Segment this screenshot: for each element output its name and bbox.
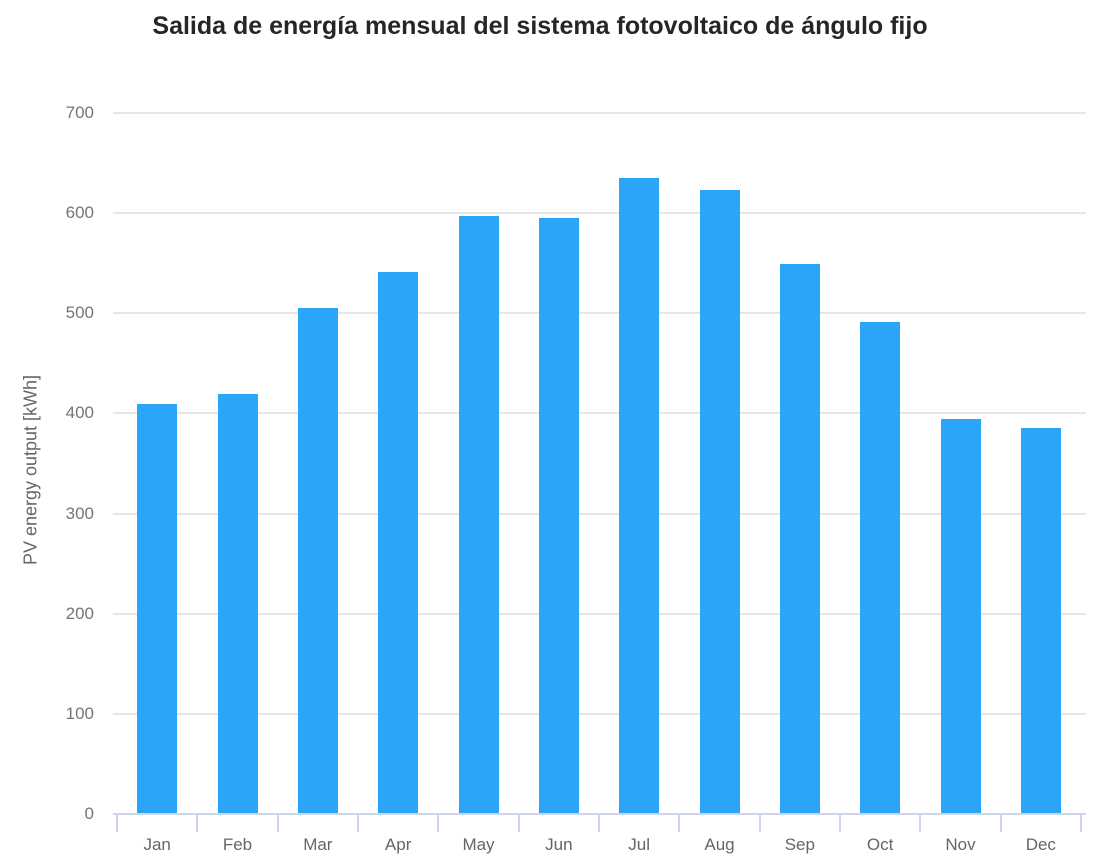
x-tick-label-jun: Jun: [545, 835, 573, 854]
x-axis-tick: [196, 815, 199, 832]
bar-may: [458, 216, 499, 814]
x-axis-tick: [999, 815, 1002, 832]
x-axis-tick: [116, 815, 118, 832]
y-tick-label: 500: [65, 303, 94, 323]
bar-sep: [779, 264, 820, 814]
y-tick-label: 700: [65, 103, 94, 122]
gridline-100: [113, 712, 1086, 715]
y-tick-label: 300: [65, 503, 94, 523]
bar-feb: [217, 394, 258, 814]
x-axis-tick: [758, 815, 761, 832]
x-tick-label-jan: Jan: [143, 835, 171, 854]
x-tick-label-jul: Jul: [628, 835, 651, 854]
gridline-600: [113, 212, 1086, 215]
gridline-700: [113, 112, 1086, 114]
y-tick-label: 400: [65, 403, 94, 423]
x-axis-tick: [276, 815, 279, 832]
y-tick-label: 100: [65, 703, 94, 723]
bar-oct: [860, 322, 901, 814]
bar-aug: [699, 190, 740, 814]
x-axis-tick: [357, 815, 359, 832]
gridline-200: [113, 612, 1086, 615]
bar-jun: [538, 218, 579, 814]
bar-jul: [619, 178, 660, 814]
x-axis-line: [113, 813, 1086, 815]
y-tick-label: 0: [84, 804, 94, 823]
x-tick-label-feb: Feb: [222, 835, 253, 854]
bar-apr: [378, 272, 419, 814]
gridline-500: [113, 312, 1086, 315]
x-tick-label-mar: Mar: [303, 835, 333, 854]
x-tick-label-sep: Sep: [784, 835, 815, 854]
x-tick-label-apr: Apr: [384, 835, 412, 854]
x-axis-tick: [437, 815, 440, 832]
x-tick-label-dec: Dec: [1025, 835, 1056, 854]
x-tick-label-aug: Aug: [704, 835, 735, 854]
x-axis-tick: [598, 815, 600, 832]
gridline-400: [113, 412, 1086, 415]
x-axis-tick: [839, 815, 841, 832]
y-tick-label: 200: [65, 603, 94, 623]
x-axis-tick: [1080, 815, 1082, 832]
bar-jan: [137, 404, 178, 814]
x-tick-label-may: May: [462, 835, 495, 854]
gridline-300: [113, 512, 1086, 515]
x-axis-tick: [919, 815, 922, 832]
x-tick-label-oct: Oct: [866, 835, 894, 854]
x-tick-label-nov: Nov: [945, 835, 976, 854]
x-axis-tick: [678, 815, 681, 832]
chart-title: Salida de energía mensual del sistema fo…: [152, 12, 928, 40]
bar-nov: [940, 419, 981, 814]
y-tick-label: 600: [65, 203, 94, 223]
bar-dec: [1020, 428, 1061, 814]
x-axis-tick: [517, 815, 520, 832]
bar-mar: [297, 308, 338, 814]
